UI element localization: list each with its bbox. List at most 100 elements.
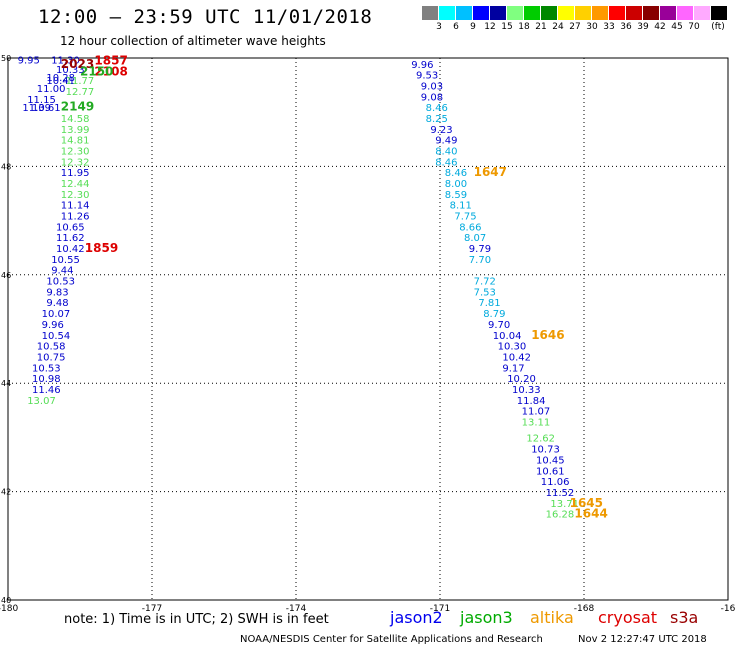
wave-height-label: 8.00: [445, 179, 467, 190]
wave-height-label: 10.73: [531, 445, 560, 456]
y-tick-label: 42: [1, 488, 11, 497]
wave-height-label: 13.11: [522, 417, 551, 428]
wave-height-label: 9.44: [51, 266, 73, 277]
wave-height-label: 9.83: [46, 287, 68, 298]
scale-swatch: [558, 6, 575, 20]
wave-height-label: 12.30: [61, 146, 90, 157]
wave-height-label: 10.42: [502, 352, 531, 363]
y-tick-label: 44: [1, 379, 11, 388]
wave-height-label: 14.58: [61, 114, 90, 125]
scale-label: 6: [453, 22, 459, 32]
pass-time-label: 2023: [61, 57, 94, 71]
wave-height-label: 8.79: [483, 309, 505, 320]
scale-swatch: [490, 6, 507, 20]
wave-height-label: 9.95: [18, 55, 40, 66]
wave-height-label: 8.59: [445, 190, 467, 201]
pass-time-label: 1644: [574, 507, 607, 521]
wave-height-label: 11.77: [66, 76, 95, 87]
wave-height-label: 11.30: [51, 55, 80, 66]
pass-time-label: 1647: [474, 165, 507, 179]
wave-height-label: 10.58: [37, 342, 66, 353]
wave-height-label: 8.25: [426, 114, 448, 125]
wave-height-label: 10.41: [46, 76, 75, 87]
wave-height-label: 10.53: [32, 363, 61, 374]
pass-time-label: 2150: [80, 64, 113, 78]
chart-title: 12:00 – 23:59 UTC 11/01/2018: [38, 6, 373, 28]
wave-height-label: 9.49: [435, 136, 457, 147]
wave-height-label: 9.70: [488, 320, 510, 331]
scale-label: 27: [569, 22, 581, 32]
wave-height-label: 12.32: [61, 157, 90, 168]
wave-height-label: 12.77: [66, 87, 95, 98]
wave-height-label: 10.20: [507, 374, 536, 385]
wave-height-label: 10.53: [46, 277, 75, 288]
y-tick-label: 40: [1, 596, 11, 605]
pass-time-label: 1646: [531, 328, 564, 342]
x-tick-label: -16: [721, 604, 736, 614]
scale-swatch: [541, 6, 558, 20]
wave-height-label: 11.46: [32, 385, 61, 396]
scale-swatch: [422, 6, 439, 20]
scale-swatch: [609, 6, 626, 20]
wave-height-label: 8.46: [445, 168, 467, 179]
pass-time-label: 1857: [94, 54, 127, 68]
scale-label: 12: [484, 22, 496, 32]
wave-height-label: 11.15: [27, 95, 56, 106]
wave-height-label: 8.40: [435, 146, 457, 157]
scale-swatch: [507, 6, 524, 20]
wave-height-label: 11.14: [61, 201, 90, 212]
wave-height-label: 10.54: [42, 331, 71, 342]
scale-swatch: [456, 6, 473, 20]
wave-height-label: 10.61: [32, 103, 61, 114]
scale-label: 18: [518, 22, 530, 32]
x-tick-label: -174: [286, 604, 307, 614]
wave-height-label: 10.30: [498, 342, 527, 353]
scale-swatch: [473, 6, 490, 20]
wave-height-label: 11.52: [546, 488, 575, 499]
wave-height-label: 11.39: [22, 103, 51, 114]
satellite-legend-item: jason3: [460, 608, 513, 627]
wave-height-label: 12.44: [61, 179, 90, 190]
pass-time-label: 1645: [570, 496, 603, 510]
wave-height-label: 7.70: [469, 255, 491, 266]
wave-height-label: 7.72: [474, 277, 496, 288]
wave-height-label: 9.96: [42, 320, 64, 331]
scale-label: 33: [603, 22, 615, 32]
wave-height-label: 10.28: [46, 73, 75, 84]
footer-note: note: 1) Time is in UTC; 2) SWH is in fe…: [64, 612, 329, 627]
scale-swatch: [626, 6, 643, 20]
scale-unit: (ft): [711, 22, 725, 32]
wave-height-label: 13.07: [27, 396, 56, 407]
scale-label: 70: [688, 22, 700, 32]
pass-time-label: 2108: [94, 64, 127, 78]
scale-swatch: [643, 6, 660, 20]
wave-height-label: 16.28: [546, 510, 575, 521]
wave-height-label: 9.79: [469, 244, 491, 255]
wave-height-label: 10.45: [536, 455, 565, 466]
scale-label: 21: [535, 22, 547, 32]
wave-height-label: 11.26: [61, 212, 90, 223]
wave-height-label: 14.81: [61, 136, 90, 147]
scale-swatch: [711, 6, 728, 20]
wave-height-label: 7.75: [454, 212, 476, 223]
pass-time-label: 1859: [85, 241, 118, 255]
y-tick-label: 50: [1, 54, 11, 63]
y-tick-label: 46: [1, 271, 11, 280]
wave-height-label: 13.99: [61, 125, 90, 136]
wave-height-label: 9.08: [421, 92, 443, 103]
wave-height-label: 9.48: [46, 298, 68, 309]
wave-height-label: 13.71: [550, 499, 579, 510]
satellite-legend-item: jason2: [390, 608, 443, 627]
credit-timestamp: Nov 2 12:27:47 UTC 2018: [578, 634, 707, 645]
scale-swatch: [677, 6, 694, 20]
chart-subtitle: 12 hour collection of altimeter wave hei…: [60, 34, 326, 48]
wave-height-label: 10.33: [56, 65, 85, 76]
wave-height-label: 11.95: [61, 168, 90, 179]
wave-height-label: 10.65: [56, 222, 85, 233]
wave-height-label: 9.03: [421, 81, 443, 92]
x-tick-label: -180: [0, 604, 18, 614]
scale-label: 45: [671, 22, 683, 32]
scale-label: 24: [552, 22, 564, 32]
wave-height-label: 10.07: [42, 309, 71, 320]
